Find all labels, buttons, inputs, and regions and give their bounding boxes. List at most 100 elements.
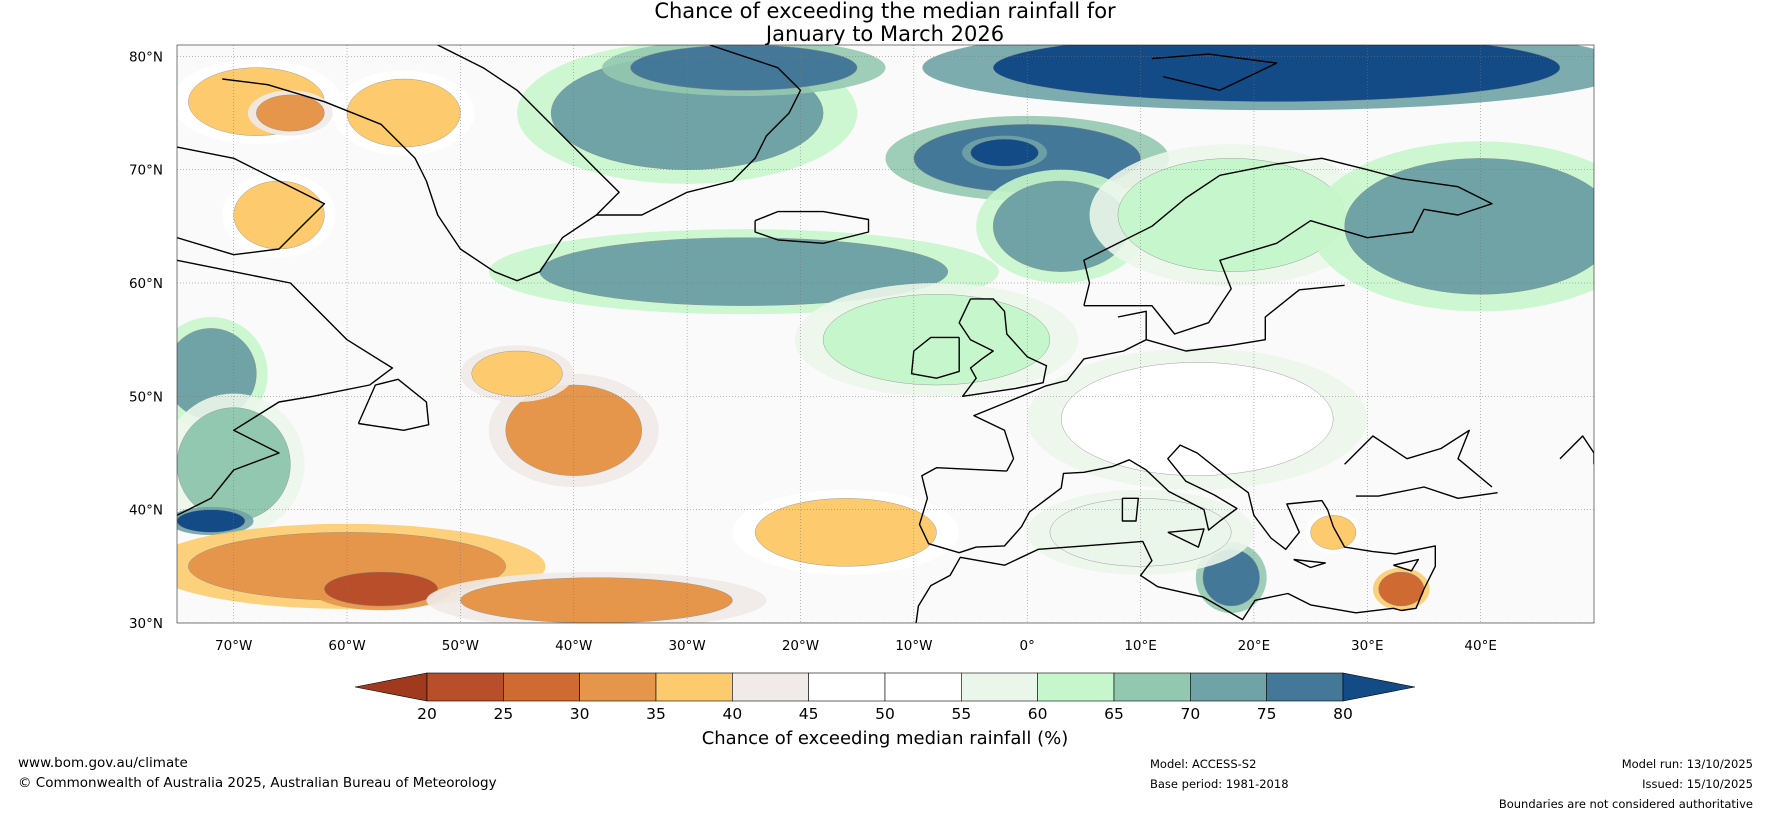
coastline (596, 45, 802, 216)
colorbar-segment (1190, 672, 1267, 702)
colorbar-label: Chance of exceeding median rainfall (%) (701, 728, 1069, 749)
colorbar-tick-label: 40 (722, 705, 742, 723)
rainfall-anomaly-region (460, 345, 574, 402)
longitude-label: 10°E (1124, 638, 1156, 654)
colorbar-segment (732, 672, 809, 702)
colorbar-tick-label: 65 (1104, 705, 1124, 723)
latitude-label: 40°N (129, 503, 163, 519)
longitude-label: 40°E (1464, 638, 1496, 654)
colorbar-segment (1113, 672, 1191, 702)
coastline (1083, 157, 1493, 335)
coastline (177, 259, 394, 516)
longitude-label: 30°W (668, 638, 705, 654)
colorbar-tick-label: 75 (1257, 705, 1277, 723)
rainfall-anomaly-region (794, 283, 1079, 397)
coastline (1344, 429, 1493, 488)
coastline (1326, 509, 1436, 612)
title-line-2: January to March 2026 (765, 22, 1005, 46)
latitude-label: 80°N (129, 49, 163, 65)
longitude-label: 50°W (442, 638, 479, 654)
colorbar-segment (1266, 672, 1344, 702)
coastline (973, 339, 1147, 472)
longitude-label: 40°W (555, 638, 592, 654)
colorbar: 20 25 30 35 40 45 50 55 60 65 70 75 80 (354, 672, 1416, 723)
latitude-label: 60°N (129, 276, 163, 292)
longitude-label: 20°W (782, 638, 819, 654)
coastline (915, 540, 1402, 623)
colorbar-tick-label: 60 (1028, 705, 1048, 723)
latitude-label: 70°N (129, 163, 163, 179)
colorbar-tick-label: 20 (417, 705, 437, 723)
colorbar-tick-label: 80 (1333, 705, 1353, 723)
latitude-label: 50°N (129, 389, 163, 405)
longitude-label: 10°W (895, 638, 932, 654)
coastline (1559, 435, 1594, 465)
coastline (918, 444, 1329, 554)
coastline (1355, 486, 1498, 499)
longitude-label: 30°E (1351, 638, 1383, 654)
title-line-1: Chance of exceeding the median rainfall … (654, 0, 1116, 23)
rainfall-anomaly-region (962, 135, 1048, 170)
footer-copyright: © Commonwealth of Australia 2025, Austra… (18, 775, 497, 791)
coastline (1393, 558, 1419, 572)
footer-model-run: Model run: 13/10/2025 (1621, 757, 1753, 771)
rainfall-anomaly-region (732, 489, 960, 575)
coastline (177, 146, 326, 256)
coastline (1117, 284, 1345, 352)
longitude-label: 0° (1020, 638, 1035, 654)
colorbar-tick-label: 30 (570, 705, 590, 723)
longitude-labels: 70°W 60°W 50°W 40°W 30°W 20°W 10°W 0° 10°E 20°E 30… (215, 638, 1497, 654)
coastline (910, 336, 960, 379)
rainfall-anomaly-region (426, 572, 767, 623)
colorbar-segment (503, 672, 580, 702)
footer-base-period: Base period: 1981-2018 (1150, 777, 1289, 791)
rainfall-anomaly-region (1304, 511, 1362, 554)
footer-model: Model: ACCESS-S2 (1150, 757, 1257, 771)
latitude-label: 30°N (129, 616, 163, 632)
rainfall-anomaly-region (1027, 348, 1368, 490)
colorbar-extend-low (354, 672, 428, 702)
rainfall-anomaly-region (1027, 489, 1254, 575)
longitude-label: 70°W (215, 638, 252, 654)
coastline (1151, 53, 1278, 91)
colorbar-segment (426, 672, 504, 702)
rainfall-anomaly-region (1310, 141, 1594, 312)
rainfall-anomaly-region (1372, 567, 1430, 611)
coastline (222, 45, 620, 282)
rainfall-anomaly-region (1089, 144, 1373, 286)
rainfall-anomaly-region (247, 90, 333, 136)
colorbar-segment (655, 672, 733, 702)
chart-title: Chance of exceeding the median rainfall … (0, 0, 1770, 46)
coastline (1121, 497, 1139, 522)
colorbar-tick-label: 45 (799, 705, 819, 723)
coastlines (177, 45, 1594, 623)
coastline (958, 298, 1048, 397)
colorbar-tick-label: 50 (875, 705, 895, 723)
longitude-label: 60°W (328, 638, 365, 654)
footer-url[interactable]: www.bom.gov.au/climate (18, 755, 188, 771)
colorbar-segment (579, 672, 657, 702)
rainfall-anomaly-region (602, 45, 886, 96)
colorbar-tick-label: 55 (951, 705, 971, 723)
graticule (177, 45, 1594, 623)
rainfall-anomaly-region (310, 567, 452, 611)
latitude-labels: 80°N 70°N 60°N 50°N 40°N 30°N (129, 49, 163, 632)
colorbar-segment (1037, 672, 1115, 702)
map-frame (176, 44, 1595, 624)
rainfall-probability-field (177, 45, 1594, 623)
colorbar-tick-label: 70 (1180, 705, 1200, 723)
coastline (357, 378, 430, 431)
rainfall-anomaly-region (488, 373, 659, 488)
rainfall-anomaly-region (922, 45, 1594, 111)
rainfall-anomaly-region (222, 172, 336, 258)
colorbar-extend-high (1342, 672, 1416, 702)
coastline (754, 210, 870, 244)
coastline (1167, 528, 1205, 548)
longitude-label: 20°E (1238, 638, 1270, 654)
colorbar-tick-label: 35 (646, 705, 666, 723)
colorbar-segment (961, 672, 1038, 702)
rainfall-anomaly-region (177, 506, 254, 536)
footer-issued: Issued: 15/10/2025 (1642, 777, 1753, 791)
colorbar-segment (884, 672, 962, 702)
